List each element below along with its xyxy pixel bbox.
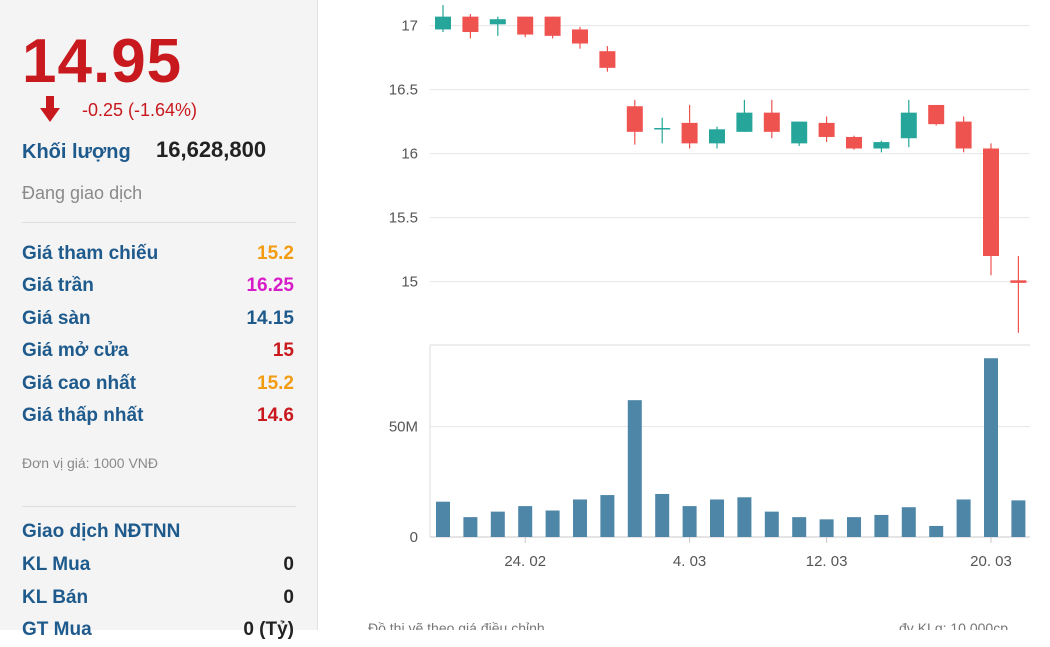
- foreign-label: KL Bán: [22, 587, 89, 608]
- candle-body: [818, 122, 835, 137]
- stat-label: Giá mở cửa: [22, 340, 129, 361]
- volume-label: Khối lượng: [22, 141, 131, 163]
- candle-body: [1010, 280, 1027, 283]
- stat-label: Giá cao nhất: [22, 373, 137, 394]
- volume-bar: [874, 514, 889, 537]
- current-price: 14.95: [22, 27, 183, 96]
- down-arrow-icon: [40, 96, 60, 122]
- price-tick-label: 16.5: [389, 82, 418, 99]
- chart-footer-note: Đồ thị vẽ theo giá điều chỉnh: [368, 620, 545, 630]
- stat-label: Giá trần: [22, 275, 94, 296]
- stat-row-floor: Giá sàn 14.15: [22, 308, 294, 336]
- candle-body: [873, 142, 890, 149]
- candle-body: [489, 19, 506, 25]
- stat-label: Giá thấp nhất: [22, 405, 144, 426]
- stat-value: 15: [272, 340, 294, 361]
- price-chart: 15 15.5 16 16.5 17 0 50M 24. 02 4. 03 12. 03 20. 0…: [368, 5, 1030, 630]
- stat-label: Giá tham chiếu: [22, 243, 159, 264]
- price-tick-label: 17: [401, 18, 418, 35]
- candle-body: [654, 128, 671, 130]
- price-tick-label: 15: [401, 274, 418, 291]
- candle-body: [955, 121, 972, 149]
- foreign-trading-title: Giao dịch NĐTNN: [22, 521, 181, 542]
- divider: [22, 222, 296, 223]
- price-change: -0.25 (-1.64%): [82, 100, 198, 120]
- stat-value: 14.15: [246, 308, 294, 329]
- stat-row-reference: Giá tham chiếu 15.2: [22, 243, 294, 271]
- foreign-value: 0: [283, 587, 294, 608]
- volume-bar: [518, 506, 533, 537]
- volume-bar: [984, 358, 998, 537]
- candle-body: [435, 16, 451, 30]
- foreign-row-buy: KL Mua 0: [22, 554, 294, 582]
- volume-bar: [573, 499, 587, 537]
- stat-row-ceiling: Giá trần 16.25: [22, 275, 294, 303]
- foreign-row-sell: KL Bán 0: [22, 587, 294, 615]
- x-tick-label: 20. 03: [970, 553, 1012, 570]
- candle-body: [983, 148, 999, 256]
- stat-row-high: Giá cao nhất 15.2: [22, 373, 294, 401]
- foreign-value: 0: [283, 554, 294, 575]
- candle-body: [846, 136, 862, 149]
- stat-value: 15.2: [257, 243, 294, 264]
- volume-unit-note: đv KLg: 10,000cp: [899, 620, 1008, 630]
- candle-body: [626, 106, 643, 132]
- foreign-value: 0 (Tỷ): [243, 619, 294, 640]
- candle-body: [763, 112, 780, 132]
- volume-bar: [436, 501, 450, 537]
- foreign-label: GT Mua: [22, 619, 92, 640]
- volume-bar: [655, 493, 670, 537]
- volume-bar: [737, 497, 752, 537]
- price-tick-label: 16: [401, 146, 418, 163]
- candle-body: [900, 112, 917, 139]
- volume-tick-label: 0: [410, 529, 418, 546]
- foreign-label: KL Mua: [22, 554, 91, 575]
- foreign-row-buy-value: GT Mua 0 (Tỷ): [22, 619, 294, 647]
- stat-value: 16.25: [246, 275, 294, 296]
- divider: [22, 506, 296, 507]
- stat-row-low: Giá thấp nhất 14.6: [22, 405, 294, 433]
- volume-tick-label: 50M: [389, 419, 418, 436]
- volume-bar: [1011, 500, 1026, 537]
- stat-row-open: Giá mở cửa 15: [22, 340, 294, 368]
- x-tick-label: 12. 03: [806, 553, 848, 570]
- stat-label: Giá sàn: [22, 308, 91, 329]
- volume-bar: [901, 507, 916, 537]
- volume-bar: [545, 510, 560, 537]
- candle-body: [599, 51, 616, 68]
- volume-bar: [682, 506, 697, 537]
- candle-body: [544, 16, 561, 36]
- candle-body: [791, 121, 808, 144]
- volume-bar: [764, 511, 779, 537]
- volume-bar: [956, 499, 971, 537]
- x-tick-label: 24. 02: [504, 553, 546, 570]
- volume-bar: [490, 511, 505, 537]
- quote-panel: 14.95 -0.25 (-1.64%) Khối lượng 16,628,8…: [0, 0, 318, 640]
- volume-bar: [627, 400, 642, 537]
- candle-body: [572, 29, 588, 44]
- candle-body: [736, 112, 753, 132]
- unit-note: Đơn vị giá: 1000 VNĐ: [22, 455, 159, 471]
- x-tick-label: 4. 03: [673, 553, 706, 570]
- volume-bar: [463, 517, 478, 537]
- stat-value: 15.2: [257, 373, 294, 394]
- volume-bar: [819, 519, 834, 537]
- volume-bar: [847, 517, 861, 537]
- trading-status: Đang giao dịch: [22, 183, 143, 203]
- volume-bar: [600, 495, 615, 537]
- candle-body: [928, 104, 945, 125]
- candle-body: [709, 129, 725, 144]
- stat-value: 14.6: [257, 405, 294, 426]
- candle-body: [517, 16, 534, 35]
- volume-bar: [710, 499, 724, 537]
- candle-body: [681, 122, 698, 144]
- volume-bar: [929, 525, 944, 537]
- volume-bar: [792, 517, 807, 537]
- candle-body: [462, 16, 479, 32]
- volume-value: 16,628,800: [156, 137, 267, 162]
- price-tick-label: 15.5: [389, 210, 418, 227]
